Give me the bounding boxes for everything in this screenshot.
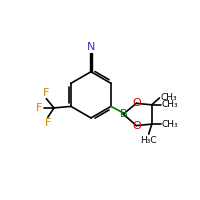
- Text: B: B: [119, 109, 127, 119]
- Text: F: F: [36, 103, 42, 113]
- Text: CH₃: CH₃: [162, 120, 178, 129]
- Text: F: F: [45, 118, 51, 128]
- Text: O: O: [132, 98, 141, 108]
- Text: CH₃: CH₃: [162, 100, 178, 109]
- Text: CH₃: CH₃: [160, 93, 177, 102]
- Text: H₃C: H₃C: [140, 136, 157, 145]
- Text: N: N: [87, 42, 95, 52]
- Text: F: F: [43, 88, 49, 98]
- Text: O: O: [132, 121, 141, 131]
